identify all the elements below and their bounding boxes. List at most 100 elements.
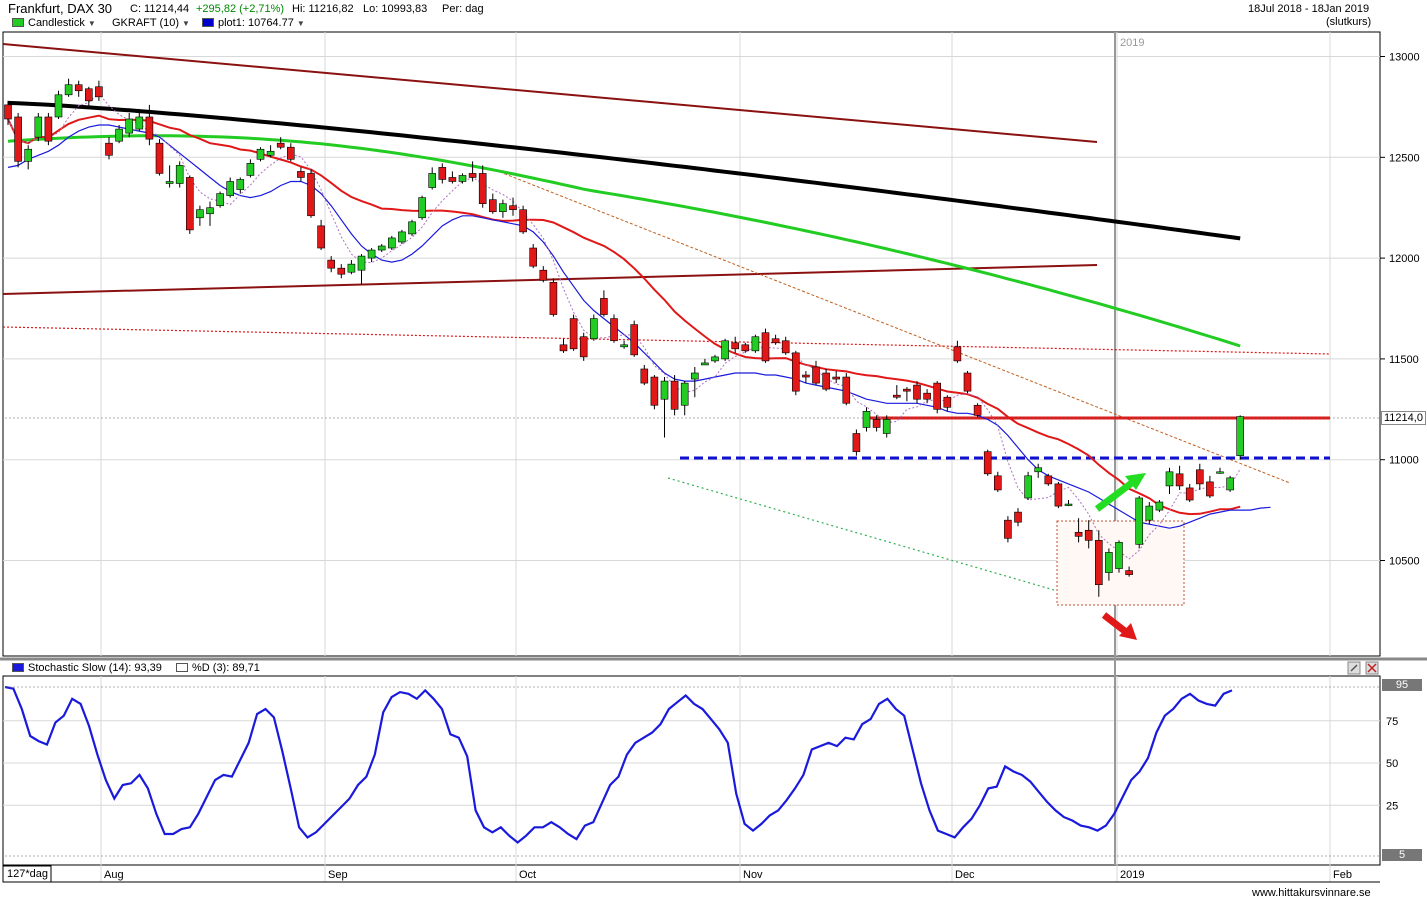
chevron-down-icon[interactable]: ▼ xyxy=(87,19,96,28)
price-tick-label: 10500 xyxy=(1389,556,1420,568)
gridlines xyxy=(3,32,1385,883)
candle xyxy=(832,370,841,384)
candle xyxy=(589,314,598,341)
candle xyxy=(650,375,659,410)
time-tick-label: Feb xyxy=(1333,869,1352,881)
candle xyxy=(983,449,992,476)
low-value: Lo: 10993,83 xyxy=(363,3,428,15)
candle xyxy=(620,340,628,349)
candle xyxy=(842,373,851,406)
last-price-tag: 11214,0 xyxy=(1381,411,1426,425)
candle xyxy=(690,366,699,398)
candle xyxy=(701,358,709,366)
candle xyxy=(1135,495,1143,549)
upper-trendline[interactable] xyxy=(2,43,1098,143)
chevron-down-icon[interactable]: ▼ xyxy=(296,19,305,28)
candle xyxy=(1165,467,1174,494)
candle xyxy=(44,112,53,146)
legend-gkraft[interactable]: GKRAFT (10) ▼ xyxy=(112,17,190,29)
lower-trendline[interactable] xyxy=(2,264,1098,295)
time-axis-labels: Aug Sep Oct Nov Dec 2019 Feb xyxy=(104,869,1352,881)
stochastic-oscillator xyxy=(4,685,1233,844)
candle xyxy=(1034,463,1042,478)
osc-low-tag: 5 xyxy=(1382,849,1422,861)
candle xyxy=(1095,530,1103,597)
instrument-title: Frankfurt, DAX 30 xyxy=(8,1,113,16)
candle xyxy=(458,173,467,184)
legend-plot1[interactable]: plot1: 10764.77 ▼ xyxy=(202,17,305,29)
osc-tick-label: 75 xyxy=(1386,716,1398,728)
candle xyxy=(640,364,649,386)
chevron-down-icon[interactable]: ▼ xyxy=(182,19,190,28)
candle xyxy=(286,143,295,162)
candle xyxy=(196,205,204,226)
time-tick-label: Oct xyxy=(519,869,536,881)
time-tick-label: Aug xyxy=(104,869,124,881)
legend-label-candlestick: Candlestick xyxy=(28,17,85,29)
candle xyxy=(1145,502,1154,525)
oscillator-title: Stochastic Slow (14): 93,39 xyxy=(28,662,162,674)
panel-close-icon[interactable] xyxy=(1365,661,1379,675)
candle xyxy=(670,375,679,416)
candle xyxy=(1004,516,1012,543)
candle xyxy=(1155,500,1164,513)
candle xyxy=(398,229,406,244)
candle xyxy=(145,104,154,146)
candle xyxy=(519,205,527,234)
legend-candlestick[interactable]: Candlestick ▼ xyxy=(12,17,96,29)
candle xyxy=(610,314,618,343)
candle xyxy=(923,389,931,404)
candle xyxy=(1185,483,1194,503)
bar-count-box[interactable] xyxy=(2,865,52,883)
panel-settings-icon[interactable] xyxy=(1347,661,1361,675)
candle xyxy=(913,381,921,404)
candle xyxy=(1014,508,1022,527)
candle xyxy=(367,248,376,263)
candle xyxy=(1105,548,1113,581)
candle xyxy=(600,290,608,317)
candle xyxy=(1216,467,1224,474)
candle xyxy=(95,80,103,101)
candle xyxy=(1115,540,1123,573)
candle xyxy=(34,112,43,142)
candle xyxy=(357,254,366,285)
change-value: +295,82 (+2,71%) xyxy=(196,3,285,15)
candle xyxy=(85,86,93,109)
candle xyxy=(872,415,881,432)
osc-tick-label: 25 xyxy=(1386,800,1398,812)
candle xyxy=(529,243,538,269)
candle xyxy=(903,387,911,402)
dotted-trend-line[interactable] xyxy=(494,169,1291,484)
candlesticks xyxy=(4,78,1244,597)
candle xyxy=(721,338,729,361)
candle xyxy=(549,278,558,317)
candle xyxy=(337,264,346,279)
close-value: C: 11214,44 xyxy=(130,3,190,15)
candle xyxy=(892,385,901,400)
price-tick-label: 11000 xyxy=(1389,455,1419,467)
oscillator-legend-main[interactable]: Stochastic Slow (14): 93,39 xyxy=(12,662,162,674)
oscillator-legend-signal[interactable]: %D (3): 89,71 xyxy=(176,662,260,674)
year-marker: 2019 xyxy=(1120,37,1144,49)
candle xyxy=(1206,475,1214,499)
price-tick-label: 12500 xyxy=(1389,152,1420,164)
candle xyxy=(135,108,144,132)
candle xyxy=(680,381,689,416)
candle xyxy=(1074,518,1083,543)
dotted-resistance-line[interactable] xyxy=(2,326,1331,355)
time-tick-label: Sep xyxy=(328,869,348,881)
red-down-arrow xyxy=(1101,612,1137,640)
candle xyxy=(781,336,790,355)
candle xyxy=(579,332,588,361)
candle xyxy=(852,429,861,456)
time-tick-label: 2019 xyxy=(1120,869,1144,881)
moving-averages xyxy=(7,92,1271,560)
green-up-arrow xyxy=(1094,473,1146,512)
candle xyxy=(1125,566,1133,577)
legend-label-plot1: plot1: 10764.77 xyxy=(218,17,294,29)
candle xyxy=(731,336,740,353)
bar-count: 127*dag xyxy=(7,868,48,880)
watermark: www.hittakursvinnare.se xyxy=(1252,887,1371,899)
candle xyxy=(175,161,184,188)
dotted-support-line[interactable] xyxy=(667,477,1086,600)
